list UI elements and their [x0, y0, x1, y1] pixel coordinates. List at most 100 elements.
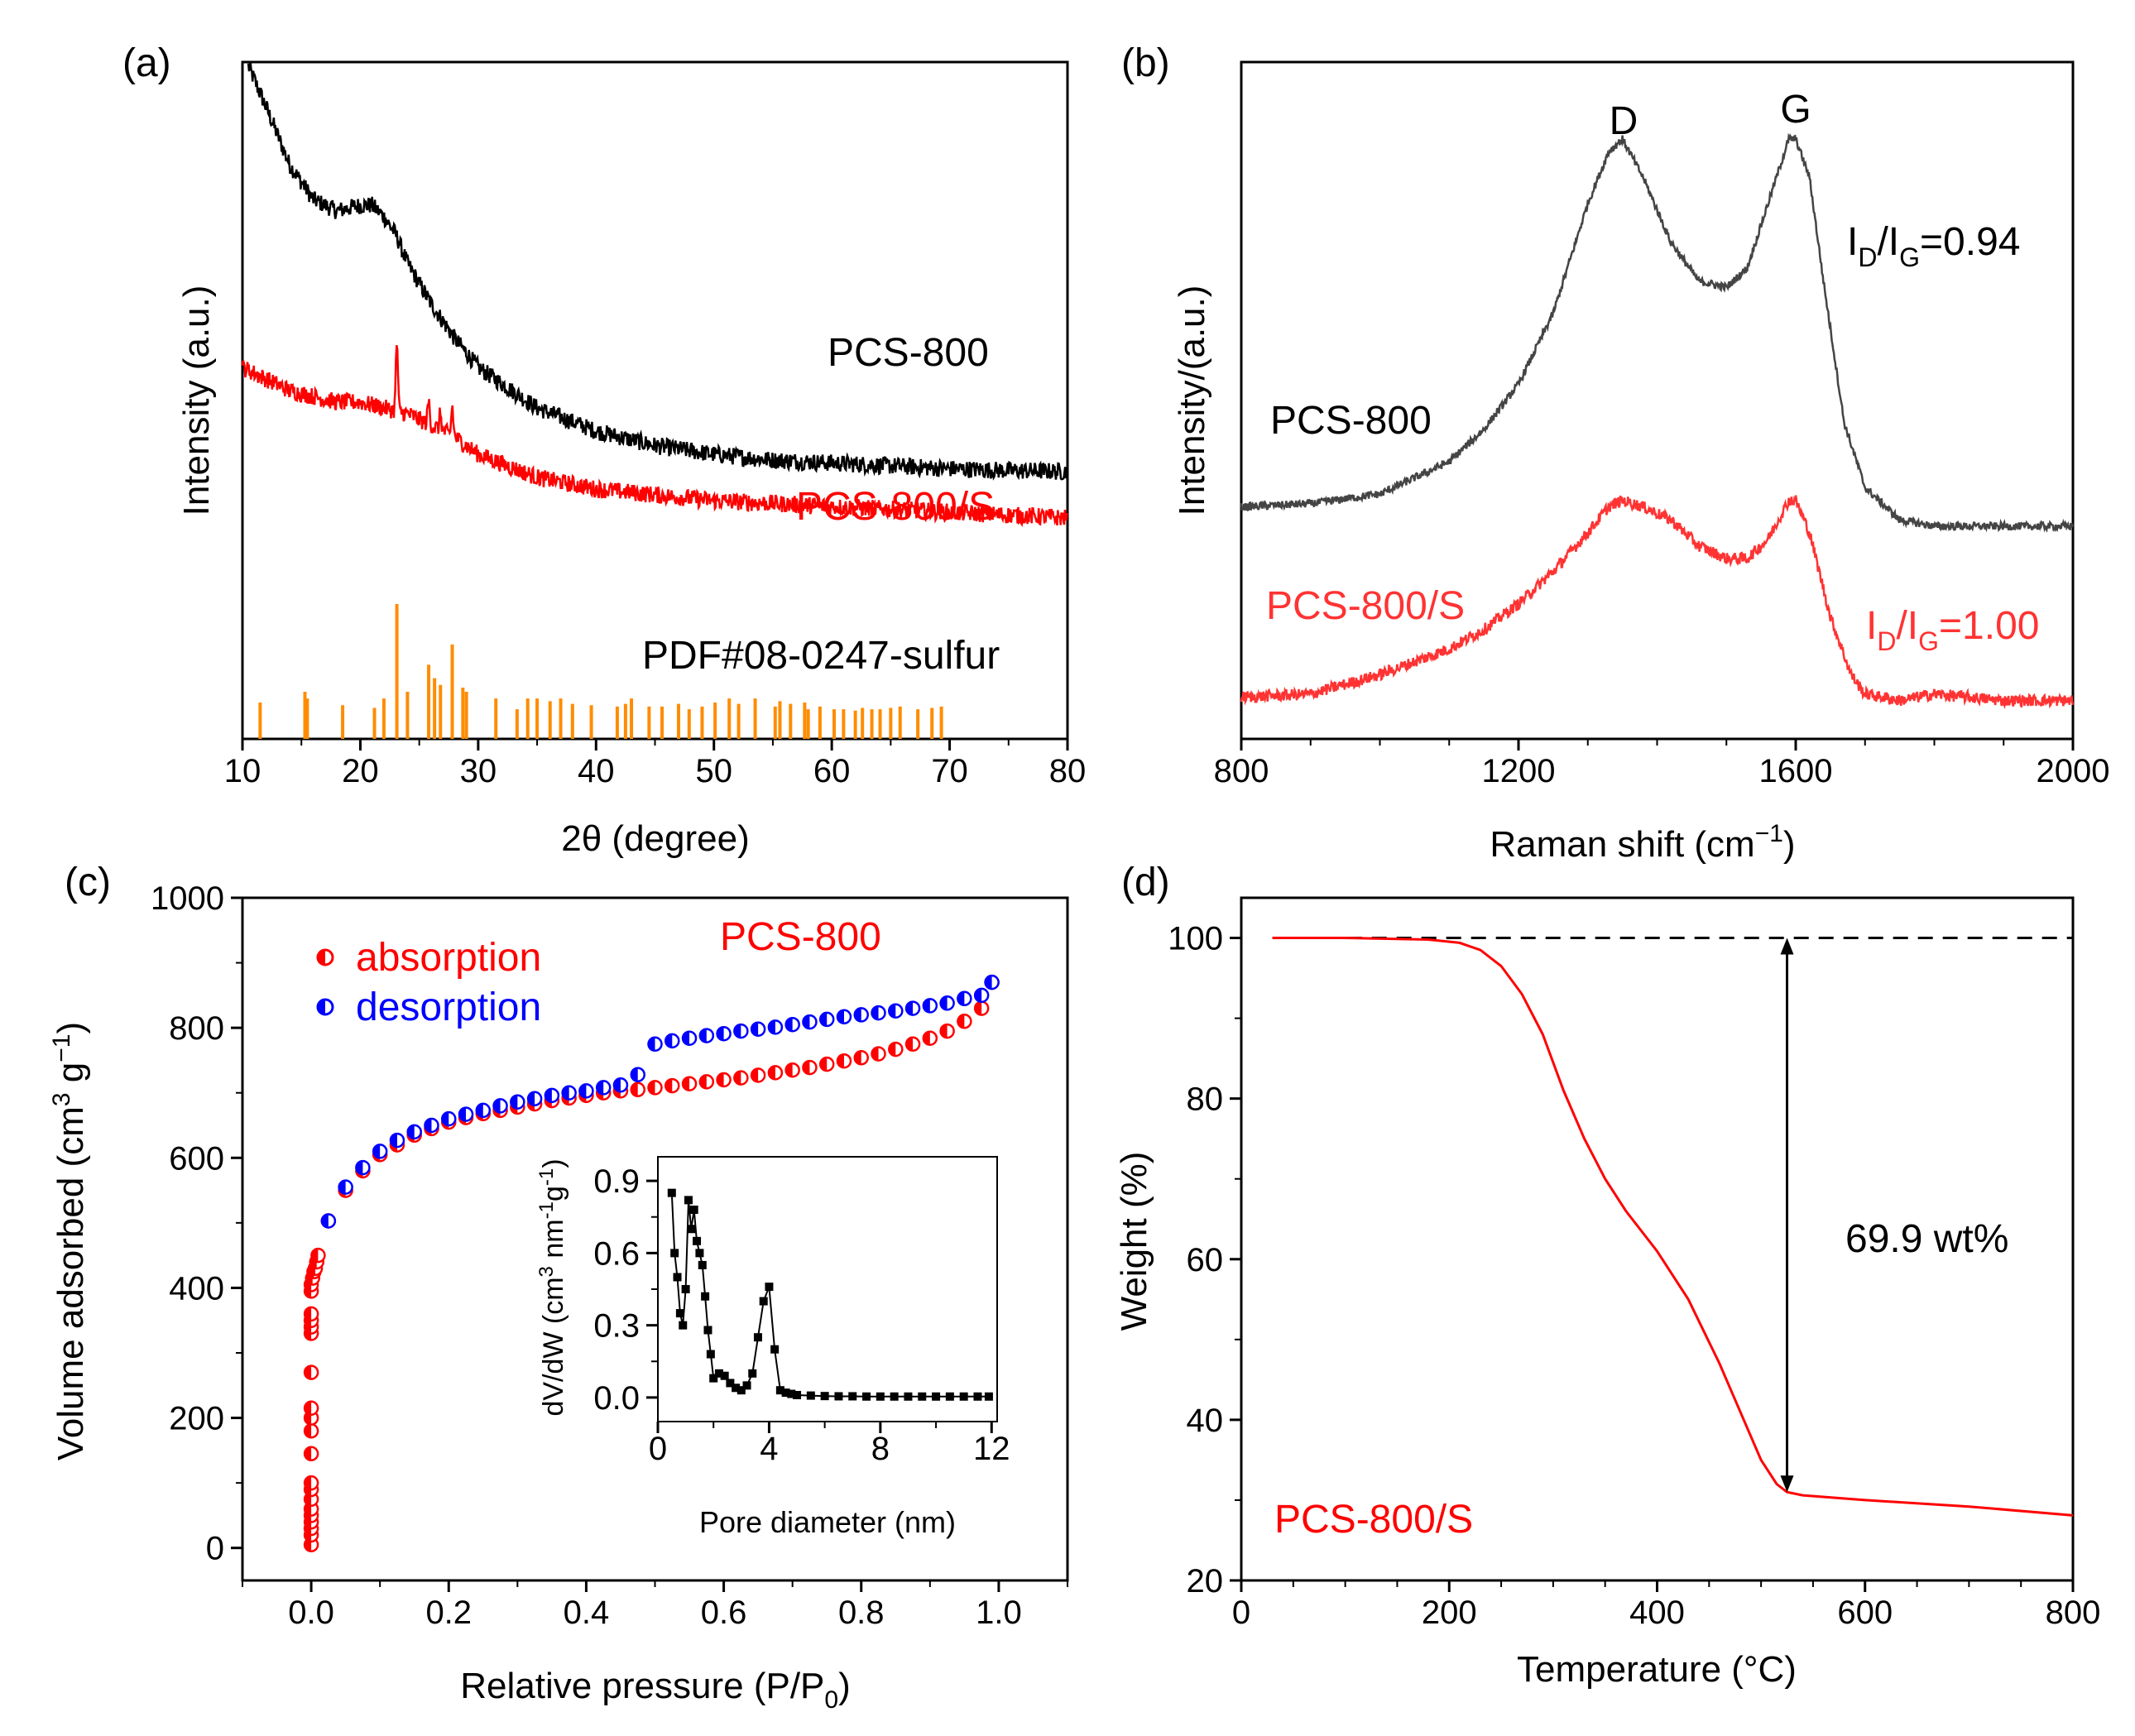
inset-x-ticks: [656, 1422, 993, 1433]
inset-point: [695, 1249, 704, 1258]
ci-yl-main: dV/dW (cm: [538, 1277, 569, 1416]
d-arrow-head-top: [1780, 938, 1794, 955]
panel-b-x-axis-label-main: Raman shift (cm: [1490, 824, 1754, 865]
panel-a-x-ticks: [241, 739, 1069, 751]
panel-d-y-ticks: [1230, 937, 1241, 1582]
c-desorption-point-fill: [940, 996, 948, 1010]
c-absorption-point-fill: [768, 1066, 775, 1080]
inset-point: [667, 1188, 676, 1197]
panel-b-x-tick-labels: 800 1200 1600 2000: [1214, 753, 2110, 789]
c-desorption-point-fill: [717, 1027, 724, 1041]
c-desorption-point-fill: [683, 1031, 690, 1045]
d-x-tick-label: 400: [1629, 1595, 1685, 1631]
ci-x-tick-label: 8: [871, 1431, 890, 1467]
panel-b-ratio-pcs800: ID/IG=0.94: [1847, 220, 2020, 272]
c-x-tick-label: 0.4: [564, 1595, 610, 1631]
c-desorption-point-fill: [476, 1103, 483, 1117]
ratio2-sub-d: D: [1877, 626, 1896, 656]
c-desorption-point-fill: [545, 1088, 552, 1102]
c-absorption-point-fill: [871, 1047, 879, 1061]
c-desorption-point-fill: [631, 1067, 638, 1081]
inset-x-tick-labels: 0 4 8 12: [649, 1431, 1010, 1467]
panel-a-label-pdf: PDF#08-0247-sulfur: [642, 634, 1000, 678]
panel-b-raman: (b) 800 1200 1600 2000 Raman shift (cm−1) I…: [1121, 41, 2109, 865]
d-y-tick-label: 20: [1187, 1563, 1224, 1599]
panel-d-x-axis-label: Temperature (°C): [1517, 1649, 1797, 1690]
inset-point: [945, 1392, 954, 1401]
panel-c-x-tick-labels: 0.0 0.2 0.4 0.6 0.8 1.0: [288, 1595, 1021, 1631]
panel-c-label: (c): [65, 861, 111, 904]
legend-desorption-label: desorption: [356, 985, 541, 1029]
legend-absorption-label: absorption: [356, 936, 541, 980]
ci-yl-mid2: g: [538, 1186, 569, 1201]
inset-point: [689, 1206, 698, 1214]
c-desorption-point-fill: [528, 1091, 535, 1105]
inset-point: [709, 1374, 718, 1383]
c-absorption-point-fill: [854, 1051, 861, 1065]
c-xlabel-end: ): [838, 1666, 851, 1706]
c-x-tick-label: 0.8: [838, 1595, 885, 1631]
inset-frame: [657, 1156, 998, 1422]
c-desorption-point-fill: [373, 1144, 381, 1158]
c-desorption-point-fill: [906, 1001, 914, 1015]
panel-b-label: (b): [1121, 41, 1170, 85]
inset-point: [703, 1326, 712, 1335]
inset-point: [675, 1309, 684, 1318]
c-desorption-point-fill: [785, 1018, 793, 1032]
c-desorption-point-fill: [338, 1180, 346, 1194]
panel-c-y-tick-labels: 0 200 400 600 800 1000: [151, 880, 224, 1567]
panel-b-peak-d: D: [1610, 99, 1638, 143]
b-x-tick-label: 1600: [1759, 753, 1833, 789]
inset-point: [890, 1392, 899, 1401]
panel-b-x-axis-label-end: ): [1783, 824, 1796, 865]
ratio1-i: I: [1847, 220, 1858, 264]
inset-point: [848, 1392, 857, 1401]
inset-point: [673, 1273, 682, 1282]
inset-point: [932, 1392, 941, 1401]
panel-b-series-pcs800: [1240, 132, 2075, 533]
c-ylabel-mid: g: [50, 1062, 91, 1093]
inset-point: [918, 1392, 927, 1401]
ratio2-mid: /I: [1896, 604, 1918, 648]
c-absorption-point-fill: [906, 1037, 914, 1051]
c-desorption-point-fill: [579, 1084, 587, 1098]
a-x-tick-label: 60: [813, 753, 851, 789]
inset-point: [820, 1392, 829, 1401]
c-desorption-point-fill: [871, 1006, 879, 1020]
ci-yl-end: ): [538, 1158, 569, 1168]
ci-x-tick-label: 12: [973, 1431, 1010, 1467]
c-desorption-point-fill: [957, 991, 965, 1005]
ratio2-value: =1.00: [1939, 604, 2039, 648]
panel-d-arrow: [1780, 938, 1794, 1493]
c-absorption-point-fill: [305, 1365, 312, 1379]
c-absorption-point-fill: [717, 1073, 724, 1086]
a-x-tick-label: 50: [695, 753, 732, 789]
c-absorption-point-fill: [820, 1057, 828, 1072]
c-absorption-point-fill: [631, 1082, 638, 1096]
c-absorption-point-fill: [923, 1031, 930, 1045]
panel-d-sample-label: PCS-800/S: [1274, 1498, 1473, 1542]
inset-point: [862, 1392, 871, 1401]
ratio2-i: I: [1866, 604, 1877, 648]
c-x-tick-label: 1.0: [976, 1595, 1022, 1631]
c-desorption-point-fill: [820, 1012, 828, 1026]
panel-a-x-axis-label: 2θ (degree): [561, 818, 749, 859]
a-x-tick-label: 40: [578, 753, 615, 789]
c-desorption-point-fill: [442, 1112, 449, 1126]
panel-d-y-axis-label: Weight (%): [1114, 1152, 1154, 1331]
ci-y-tick-label: 0.6: [593, 1235, 640, 1272]
ci-yl-sup3: -1: [535, 1168, 558, 1186]
ci-x-tick-label: 4: [760, 1431, 778, 1467]
a-x-tick-label: 30: [460, 753, 497, 789]
inset-markers: [667, 1188, 993, 1401]
panel-c-x-axis-label: Relative pressure (P/P0): [460, 1666, 851, 1714]
c-desorption-point-fill: [854, 1008, 861, 1022]
b-x-tick-label: 2000: [2037, 753, 2110, 789]
panel-a-label: (a): [122, 41, 171, 85]
c-desorption-point-fill: [837, 1009, 844, 1024]
c-desorption-point-fill: [648, 1037, 655, 1051]
c-ylabel-sup2: −1: [48, 1034, 75, 1062]
c-absorption-point-fill: [305, 1476, 312, 1490]
c-desorption-point-fill: [356, 1161, 363, 1175]
